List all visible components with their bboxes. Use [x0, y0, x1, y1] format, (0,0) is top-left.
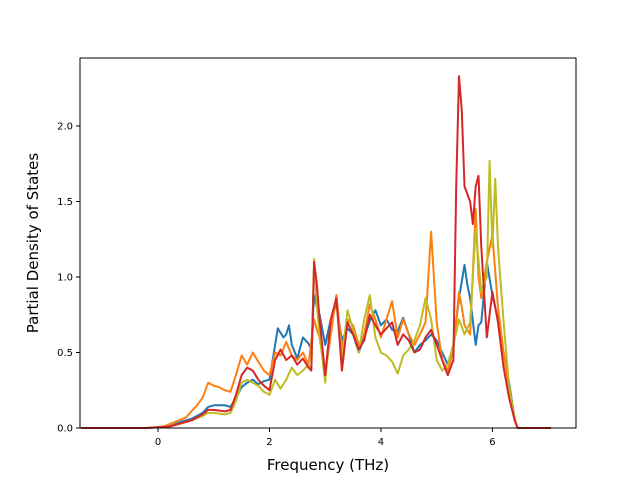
series-line-3 — [81, 159, 551, 429]
y-tick-label: 0.5 — [57, 348, 73, 359]
x-axis-label: Frequency (THz) — [267, 456, 389, 474]
y-axis-ticks: 0.0 0.5 1.0 1.5 2.0 — [57, 121, 80, 435]
series-line-4 — [81, 75, 551, 429]
plot-area — [79, 57, 577, 429]
y-tick-label: 2.0 — [57, 121, 73, 132]
y-tick-label: 0.0 — [57, 424, 73, 435]
axes-frame — [79, 57, 577, 429]
x-tick-label: 2 — [266, 437, 272, 448]
x-axis-ticks: 0 2 4 6 — [155, 428, 496, 448]
y-tick-label: 1.0 — [57, 272, 73, 283]
y-axis-label: Partial Density of States — [24, 153, 42, 334]
x-tick-label: 4 — [378, 437, 384, 448]
x-tick-label: 6 — [489, 437, 495, 448]
series-layer — [81, 75, 551, 429]
x-tick-label: 0 — [155, 437, 161, 448]
y-tick-label: 1.5 — [57, 197, 73, 208]
